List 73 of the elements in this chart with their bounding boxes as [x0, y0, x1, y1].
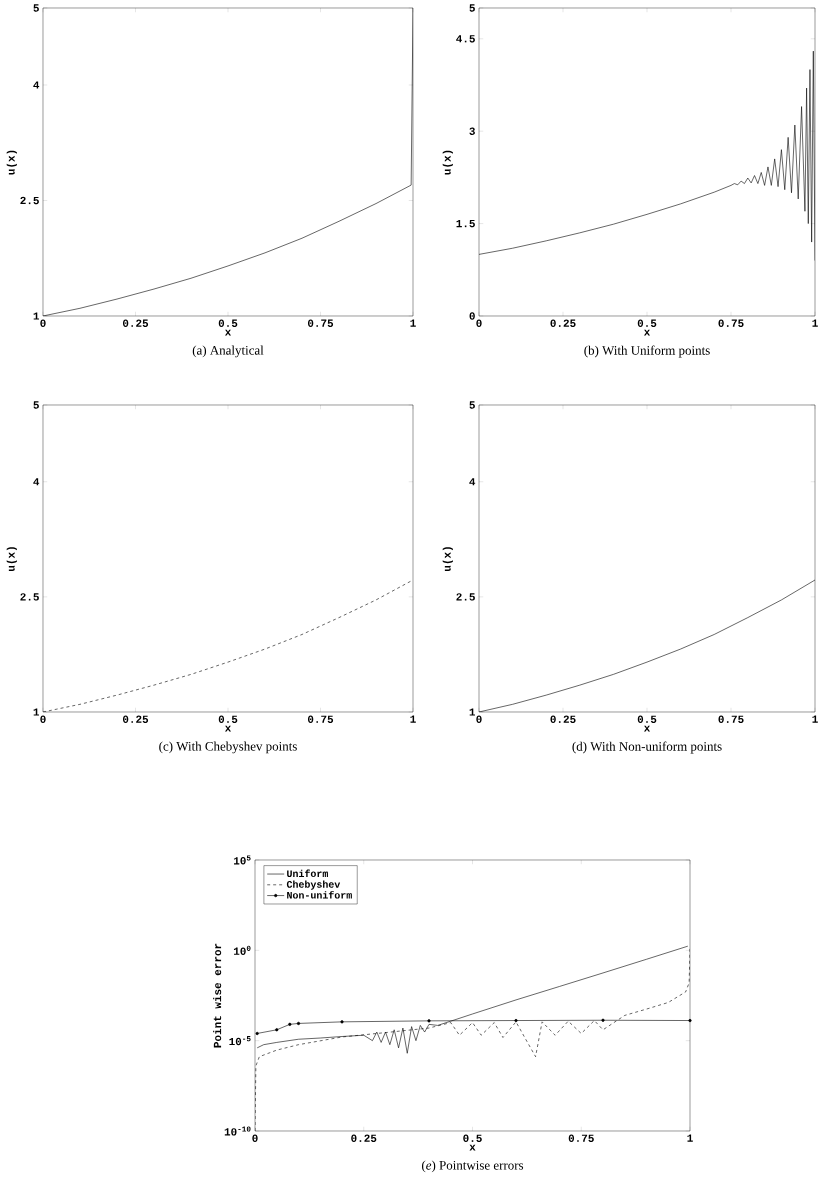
y-axis-title: u(x)	[442, 547, 454, 571]
y-tick-label: 0	[469, 312, 476, 320]
x-tick-label: 1	[812, 319, 819, 327]
y-tick-label: 5	[33, 4, 40, 12]
text: (d) With Non-uniform points	[572, 741, 722, 754]
x-tick-label: 1	[410, 319, 417, 327]
point	[427, 1019, 431, 1023]
y-tick-label: 1	[33, 312, 40, 320]
y-tick-label: 5	[469, 401, 476, 409]
y-axis-title: u(x)	[6, 150, 18, 175]
x-tick-label: 0	[476, 319, 482, 327]
x-tick-label: 0	[40, 715, 46, 723]
x-tick-label: 0.5	[218, 715, 238, 723]
x-axis-title: x	[644, 329, 651, 336]
y-tick-label: 4	[469, 478, 476, 486]
y-tick-label: 1	[469, 708, 476, 716]
y-tick-label: 10$^{-5}$	[229, 1036, 251, 1046]
point	[288, 1022, 292, 1026]
y-tick-label: 5	[469, 4, 476, 12]
y-tick-label: 4.5	[456, 35, 476, 43]
x-tick-label: 0.5	[218, 319, 238, 327]
x-axis-title: x	[225, 329, 232, 336]
y-tick-label: 2.5	[20, 593, 40, 601]
x-axis-title: x	[644, 725, 651, 732]
y-axis-title: Point wise error	[213, 943, 222, 1048]
x-tick-label: 1	[410, 715, 417, 723]
x-tick-label: 0.75	[308, 715, 334, 723]
text: (e) Pointwise errors	[422, 1160, 524, 1173]
x-tick-label: 0.25	[550, 319, 576, 327]
x-tick-label: 0.75	[568, 1134, 595, 1142]
point	[688, 1018, 692, 1023]
x-tick-label: 0.75	[308, 319, 334, 327]
point	[340, 1020, 344, 1024]
x-tick-label: 0.25	[550, 715, 576, 723]
point	[275, 1028, 279, 1032]
y-tick-label: 2.5	[20, 196, 40, 205]
y-tick-label: 4	[33, 478, 40, 486]
legend-label: Uniform	[287, 869, 329, 878]
text: (a) Analytical	[192, 345, 264, 358]
point	[601, 1018, 605, 1022]
x-tick-label: 0	[252, 1134, 258, 1142]
x-tick-label: 1	[812, 715, 819, 723]
y-tick-label: 5	[33, 401, 40, 409]
y-tick-label: 2.5	[456, 593, 476, 601]
y-tick-label: 10$^{-10}$	[224, 1126, 251, 1136]
x-tick-label: 0.75	[718, 715, 744, 723]
x-tick-label: 0.75	[718, 319, 744, 327]
text: (c) With Chebyshev points	[159, 741, 298, 754]
x-tick-label: 0.25	[123, 715, 149, 723]
y-tick-label: 1.5	[456, 219, 476, 228]
point	[255, 1031, 259, 1036]
x-tick-label: 0.5	[637, 319, 657, 327]
text: (b) With Uniform points	[584, 345, 710, 358]
legend-label: Non-uniform	[287, 891, 353, 899]
y-axis-title: u(x)	[442, 150, 454, 175]
legend-label: Chebyshev	[287, 880, 341, 890]
point	[297, 1021, 301, 1026]
x-tick-label: 0.5	[463, 1134, 482, 1142]
y-axis-title: u(x)	[6, 547, 18, 571]
x-tick-label: 0.5	[637, 715, 657, 723]
x-tick-label: 0	[476, 715, 482, 723]
point	[514, 1018, 518, 1023]
y-tick-label: 10$^{5}$	[234, 855, 251, 865]
y-tick-label: 1	[33, 708, 40, 716]
y-tick-label: 10$^{0}$	[234, 945, 251, 955]
x-tick-label: 0.25	[351, 1134, 377, 1142]
x-axis-title: x	[469, 1144, 476, 1151]
y-tick-label: 3	[469, 127, 476, 135]
x-tick-label: 0	[40, 319, 46, 327]
y-tick-label: 4	[33, 81, 40, 89]
x-tick-label: 1	[687, 1134, 694, 1142]
x-tick-label: 0.25	[123, 319, 149, 327]
x-axis-title: x	[225, 725, 232, 732]
